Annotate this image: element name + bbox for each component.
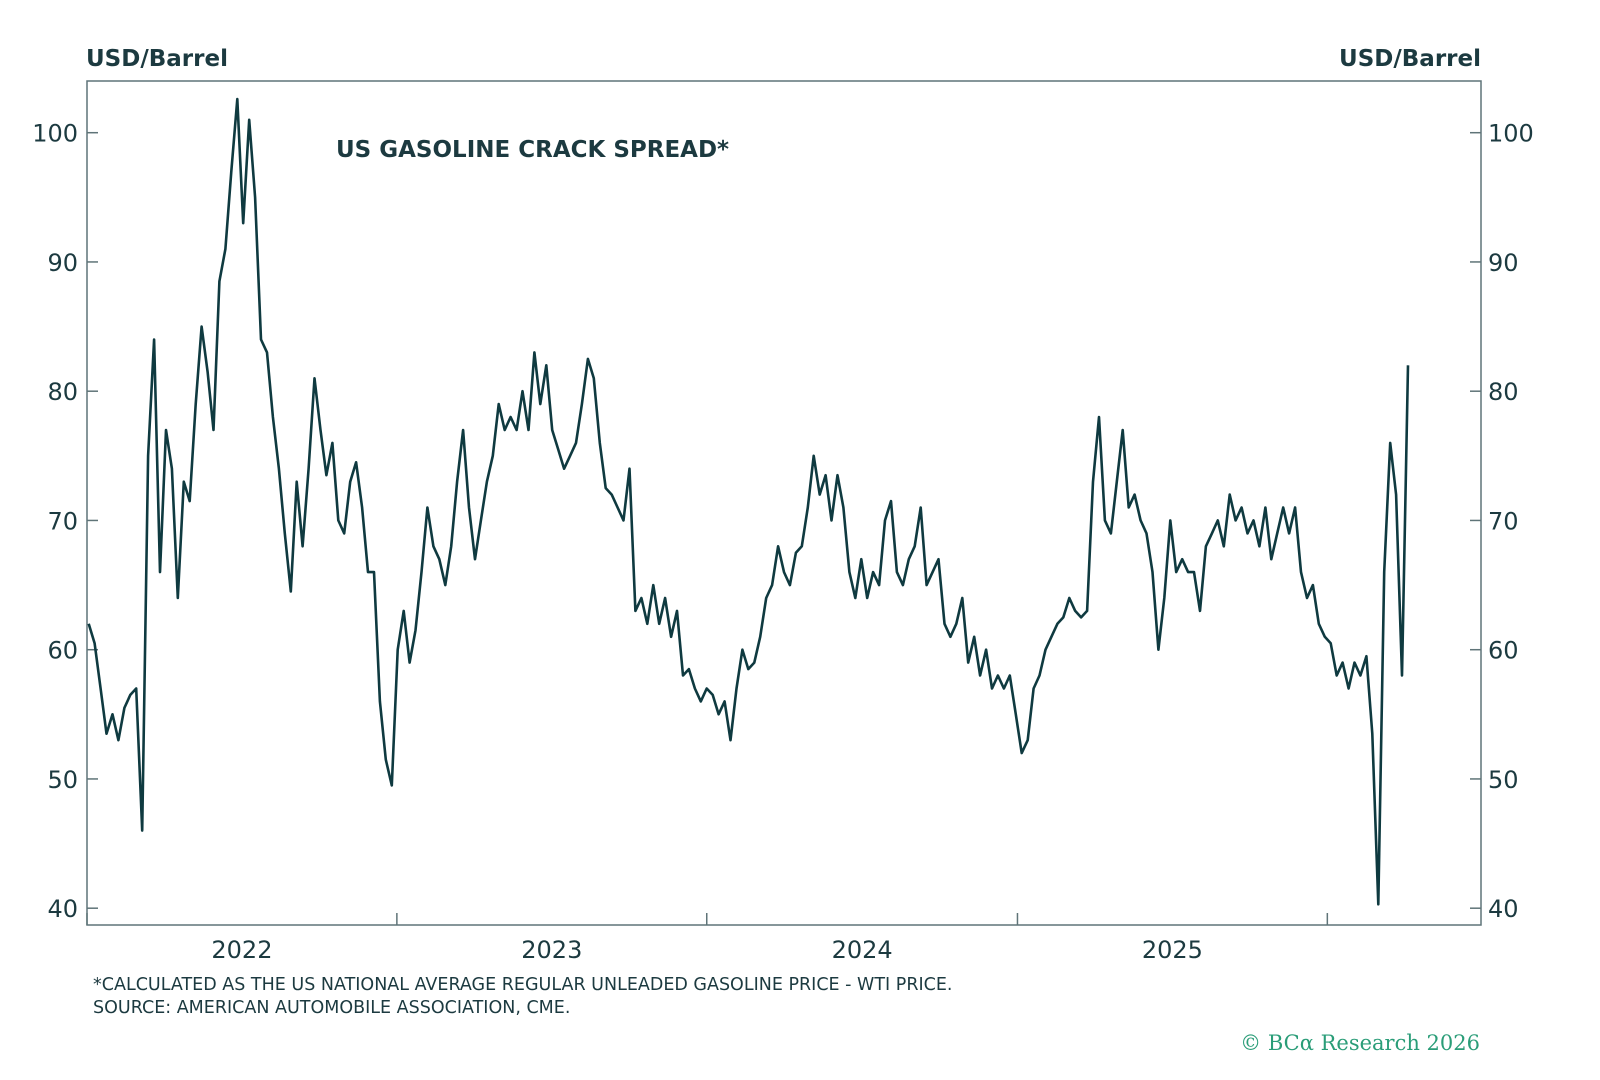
source-note: SOURCE: AMERICAN AUTOMOBILE ASSOCIATION,… — [93, 998, 571, 1018]
footnote: *CALCULATED AS THE US NATIONAL AVERAGE R… — [93, 975, 953, 995]
chart-title: US GASOLINE CRACK SPREAD* — [336, 137, 729, 163]
y-tick-label-right: 80 — [1488, 378, 1519, 406]
y-tick-label-left: 80 — [47, 378, 78, 406]
plot-frame — [86, 80, 1482, 926]
right-axis-unit: USD/Barrel — [1339, 46, 1481, 72]
x-tick-label: 2025 — [1142, 936, 1203, 964]
y-tick-label-right: 70 — [1488, 507, 1519, 535]
y-tick-label-right: 40 — [1488, 895, 1519, 923]
left-axis-unit: USD/Barrel — [86, 46, 228, 72]
copyright-logo: © BCα Research 2026 — [1240, 1031, 1480, 1055]
y-tick-label-left: 60 — [47, 637, 78, 665]
x-tick-label: 2023 — [521, 936, 582, 964]
y-tick-label-right: 60 — [1488, 637, 1519, 665]
y-tick-label-left: 40 — [47, 895, 78, 923]
y-tick-label-left: 50 — [47, 766, 78, 794]
y-tick-label-right: 100 — [1488, 120, 1534, 148]
y-tick-label-left: 90 — [47, 249, 78, 277]
y-tick-label-left: 70 — [47, 507, 78, 535]
series-line — [87, 97, 1410, 906]
y-tick-label-left: 100 — [32, 120, 78, 148]
y-tick-label-right: 50 — [1488, 766, 1519, 794]
x-tick-label: 2024 — [832, 936, 893, 964]
x-tick-label: 2022 — [211, 936, 272, 964]
y-tick-label-right: 90 — [1488, 249, 1519, 277]
